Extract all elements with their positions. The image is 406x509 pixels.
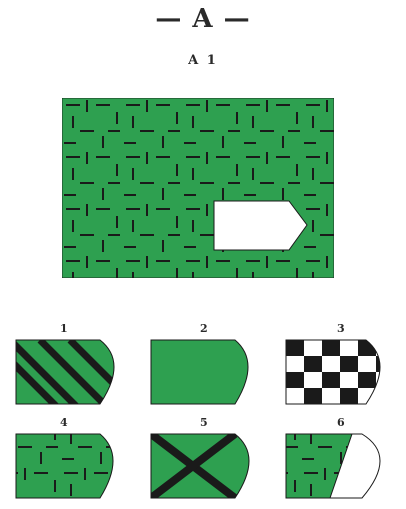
option-5[interactable]: [150, 433, 261, 499]
problem-panel: [62, 98, 334, 278]
option-6-label: 6: [337, 416, 345, 429]
option-5-label: 5: [200, 416, 208, 429]
option-6[interactable]: [285, 433, 406, 499]
option-2-label: 2: [200, 322, 208, 335]
option-4[interactable]: [15, 433, 114, 499]
pattern-field: [62, 98, 334, 278]
option-1-label: 1: [60, 322, 68, 335]
page-title: — A —: [155, 4, 251, 34]
option-2[interactable]: [150, 339, 249, 405]
option-1[interactable]: [0, 339, 136, 406]
answer-options: [0, 339, 406, 499]
option-3-label: 3: [337, 322, 345, 335]
option-3[interactable]: [285, 339, 396, 405]
option-4-label: 4: [60, 416, 68, 429]
problem-id: A 1: [188, 53, 218, 68]
missing-piece-hole[interactable]: [213, 200, 308, 251]
